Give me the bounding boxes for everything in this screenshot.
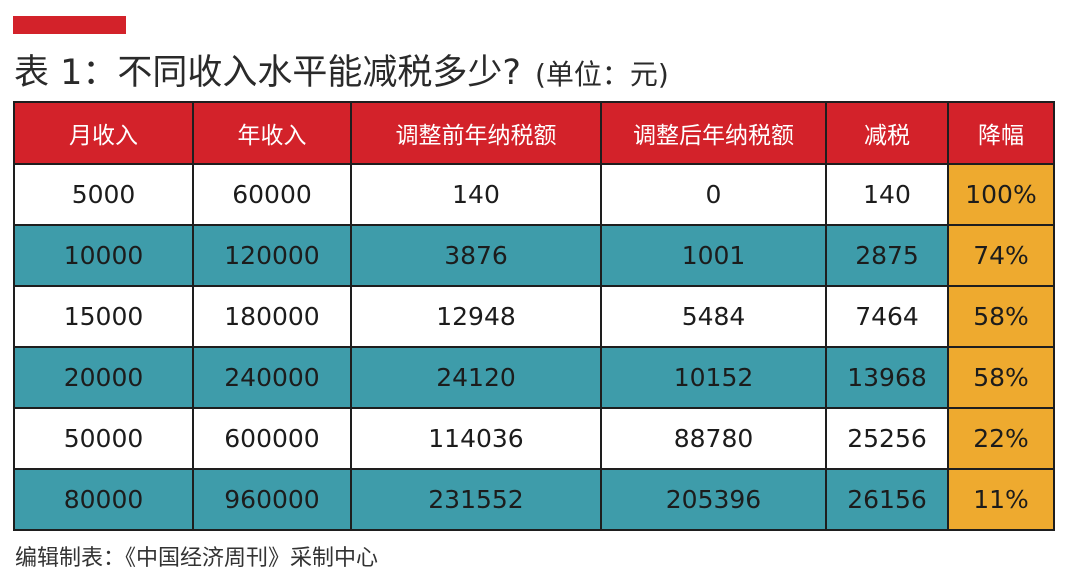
cell-tax-after: 5484 <box>600 285 827 348</box>
tax-reduction-table: 月收入 年收入 调整前年纳税额 调整后年纳税额 减税 降幅 5000 60000… <box>13 101 1055 531</box>
table-row: 20000 240000 24120 10152 13968 58% <box>13 346 1055 409</box>
cell-tax-before: 3876 <box>350 224 602 287</box>
cell-annual-income: 960000 <box>192 468 352 531</box>
cell-tax-reduction: 7464 <box>825 285 949 348</box>
cell-monthly-income: 10000 <box>13 224 194 287</box>
cell-tax-reduction: 25256 <box>825 407 949 470</box>
cell-tax-reduction: 13968 <box>825 346 949 409</box>
cell-tax-reduction: 26156 <box>825 468 949 531</box>
cell-tax-reduction: 140 <box>825 163 949 226</box>
cell-annual-income: 120000 <box>192 224 352 287</box>
table-row: 50000 600000 114036 88780 25256 22% <box>13 407 1055 470</box>
cell-reduction-rate: 58% <box>947 346 1055 409</box>
header-tax-reduction: 减税 <box>825 101 949 165</box>
header-monthly-income: 月收入 <box>13 101 194 165</box>
unit-label: (单位：元) <box>534 58 669 91</box>
table-row: 10000 120000 3876 1001 2875 74% <box>13 224 1055 287</box>
cell-tax-before: 24120 <box>350 346 602 409</box>
header-tax-after: 调整后年纳税额 <box>600 101 827 165</box>
cell-reduction-rate: 22% <box>947 407 1055 470</box>
cell-tax-after: 88780 <box>600 407 827 470</box>
cell-annual-income: 240000 <box>192 346 352 409</box>
cell-annual-income: 180000 <box>192 285 352 348</box>
cell-monthly-income: 15000 <box>13 285 194 348</box>
cell-monthly-income: 5000 <box>13 163 194 226</box>
cell-monthly-income: 50000 <box>13 407 194 470</box>
table-row: 5000 60000 140 0 140 100% <box>13 163 1055 226</box>
cell-tax-after: 10152 <box>600 346 827 409</box>
cell-annual-income: 600000 <box>192 407 352 470</box>
cell-tax-after: 1001 <box>600 224 827 287</box>
cell-reduction-rate: 100% <box>947 163 1055 226</box>
cell-reduction-rate: 58% <box>947 285 1055 348</box>
cell-reduction-rate: 11% <box>947 468 1055 531</box>
cell-monthly-income: 80000 <box>13 468 194 531</box>
header-reduction-rate: 降幅 <box>947 101 1055 165</box>
cell-tax-before: 114036 <box>350 407 602 470</box>
header-tax-before: 调整前年纳税额 <box>350 101 602 165</box>
cell-tax-before: 140 <box>350 163 602 226</box>
cell-tax-after: 0 <box>600 163 827 226</box>
title-accent-bar <box>13 16 126 34</box>
cell-tax-before: 12948 <box>350 285 602 348</box>
cell-monthly-income: 20000 <box>13 346 194 409</box>
header-annual-income: 年收入 <box>192 101 352 165</box>
cell-tax-before: 231552 <box>350 468 602 531</box>
source-footer: 编辑制表：《中国经济周刊》采制中心 <box>15 546 379 571</box>
table-row: 15000 180000 12948 5484 7464 58% <box>13 285 1055 348</box>
cell-tax-after: 205396 <box>600 468 827 531</box>
cell-reduction-rate: 74% <box>947 224 1055 287</box>
cell-annual-income: 60000 <box>192 163 352 226</box>
page-title: 表 1：不同收入水平能减税多少? (单位：元) <box>14 48 669 98</box>
table-header-row: 月收入 年收入 调整前年纳税额 调整后年纳税额 减税 降幅 <box>13 101 1055 165</box>
table-row: 80000 960000 231552 205396 26156 11% <box>13 468 1055 531</box>
cell-tax-reduction: 2875 <box>825 224 949 287</box>
title-text: 表 1：不同收入水平能减税多少? <box>14 53 521 93</box>
